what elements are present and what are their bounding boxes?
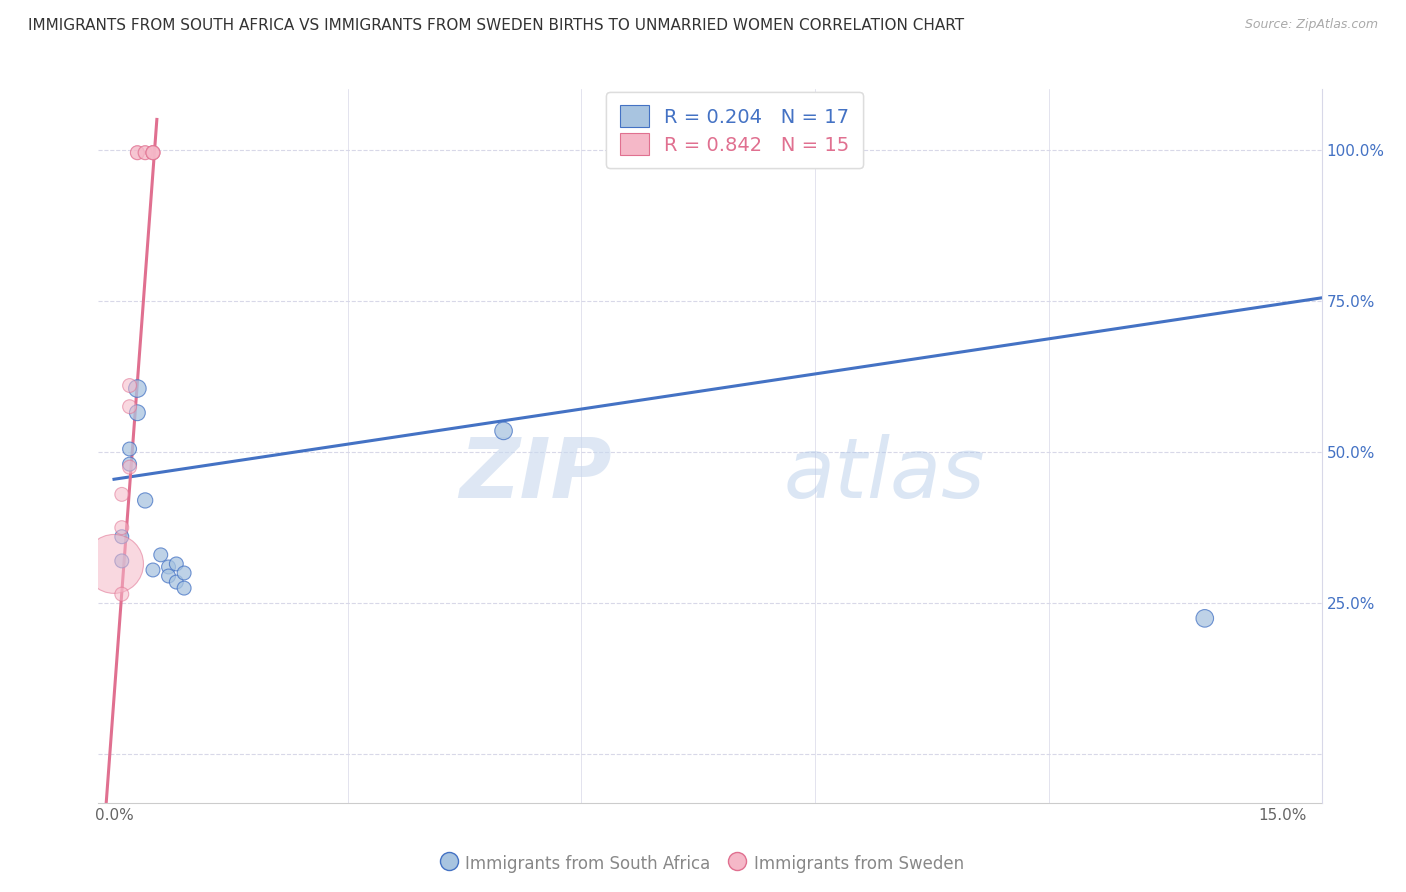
Text: Source: ZipAtlas.com: Source: ZipAtlas.com — [1244, 18, 1378, 31]
Point — [118, 457, 141, 471]
Point — [165, 557, 187, 571]
Point — [118, 378, 141, 392]
Point — [111, 587, 134, 601]
Point — [127, 406, 149, 420]
Point — [127, 145, 149, 160]
Point — [103, 557, 125, 571]
Point — [127, 382, 149, 396]
Text: IMMIGRANTS FROM SOUTH AFRICA VS IMMIGRANTS FROM SWEDEN BIRTHS TO UNMARRIED WOMEN: IMMIGRANTS FROM SOUTH AFRICA VS IMMIGRAN… — [28, 18, 965, 33]
Point — [142, 145, 165, 160]
Text: atlas: atlas — [783, 434, 986, 515]
Point — [142, 145, 165, 160]
Point — [149, 548, 172, 562]
Point — [157, 560, 180, 574]
Point — [165, 575, 187, 590]
Legend: R = 0.204   N = 17, R = 0.842   N = 15: R = 0.204 N = 17, R = 0.842 N = 15 — [606, 92, 863, 169]
Point — [111, 554, 134, 568]
Point — [1194, 611, 1216, 625]
Point — [118, 460, 141, 475]
Point — [134, 145, 156, 160]
Point — [127, 145, 149, 160]
Point — [142, 563, 165, 577]
Point — [157, 569, 180, 583]
Point — [118, 442, 141, 456]
Point — [111, 487, 134, 501]
Point — [142, 145, 165, 160]
Text: ZIP: ZIP — [460, 434, 612, 515]
Point — [134, 145, 156, 160]
Point — [111, 530, 134, 544]
Legend: Immigrants from South Africa, Immigrants from Sweden: Immigrants from South Africa, Immigrants… — [436, 847, 970, 880]
Point — [118, 400, 141, 414]
Point — [134, 493, 156, 508]
Point — [173, 581, 195, 595]
Point — [492, 424, 515, 438]
Point — [142, 145, 165, 160]
Point — [173, 566, 195, 580]
Point — [111, 521, 134, 535]
